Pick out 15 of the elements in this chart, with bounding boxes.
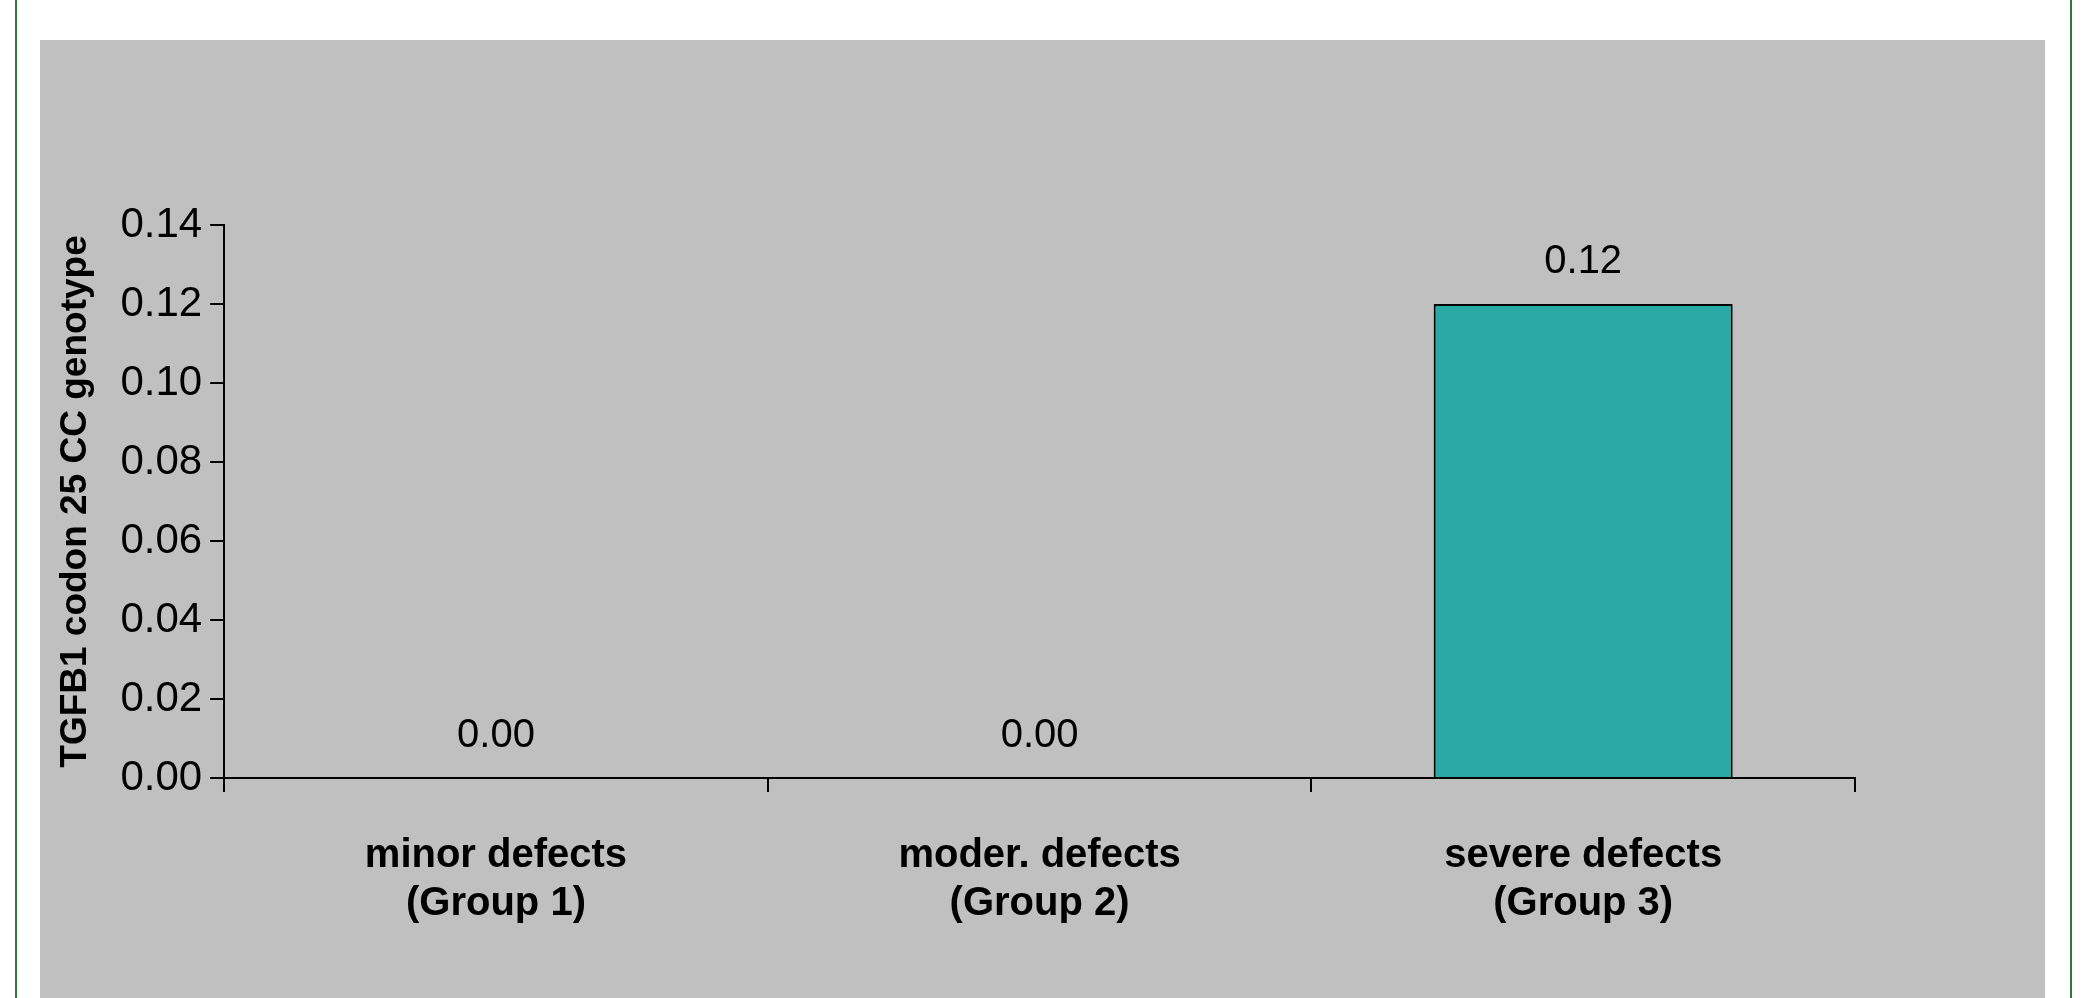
y-tick-label: 0.02 [120,672,203,720]
x-tick-label: severe defects (Group 3) [1444,831,1723,924]
x-tick-label: moder. defects (Group 2) [898,831,1181,924]
y-tick-label: 0.08 [120,435,203,483]
y-tick-label: 0.14 [120,198,203,246]
y-axis-title: TGFB1 codon 25 CC genotype [53,235,95,768]
data-label: 0.00 [1000,711,1079,756]
y-tick-label: 0.00 [120,751,203,799]
x-tick-label: minor defects (Group 1) [364,831,628,924]
data-label: 0.12 [1544,237,1623,282]
y-tick-label: 0.10 [120,356,203,404]
y-tick-label: 0.12 [120,277,203,325]
y-tick-label: 0.04 [120,593,203,641]
data-label: 0.00 [457,711,535,756]
y-tick-label: 0.06 [120,514,203,562]
